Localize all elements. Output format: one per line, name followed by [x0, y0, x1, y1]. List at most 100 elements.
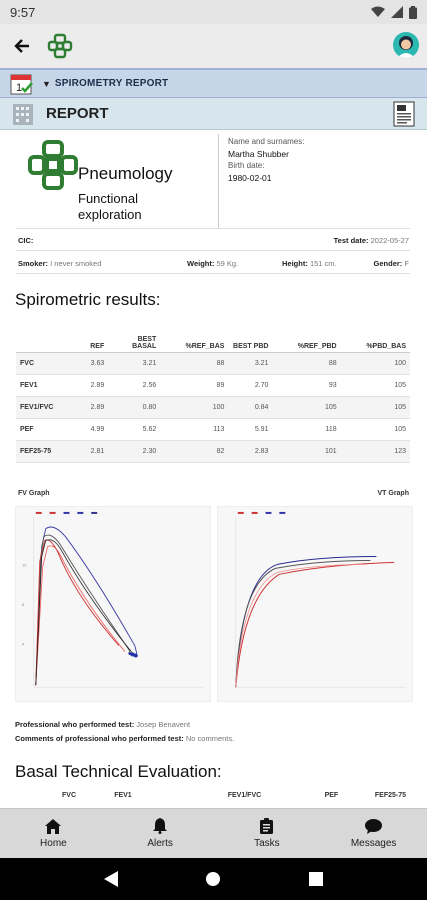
- table-cell: FEV1: [16, 374, 77, 397]
- table-cell: 89: [160, 374, 229, 397]
- table-cell: 88: [160, 352, 229, 375]
- patient-name-value: Martha Shubber: [228, 149, 289, 159]
- nav-home[interactable]: Home: [0, 809, 107, 858]
- report-content[interactable]: Pneumology Functional exploration Name a…: [0, 130, 427, 808]
- height-field: Height: 151 cm.: [282, 259, 337, 268]
- table-cell: 2.89: [76, 374, 109, 397]
- column-header: BEST BASAL: [108, 320, 161, 353]
- test-date-label: Test date:: [333, 236, 369, 245]
- table-cell: 113: [160, 418, 229, 441]
- smoker-value: I never smoked: [50, 259, 102, 268]
- gender-field: Gender: F: [374, 259, 409, 268]
- vt-graph: [217, 506, 413, 702]
- arrow-left-icon: [14, 39, 29, 53]
- table-cell: 2.89: [76, 396, 109, 419]
- column-header: FEV1: [114, 792, 132, 799]
- system-home-icon[interactable]: [206, 872, 221, 886]
- patient-info: Name and surnames: Martha Shubber Birth …: [228, 136, 304, 184]
- svg-text:12: 12: [22, 562, 26, 567]
- spirometric-heading: Spirometric results:: [15, 290, 161, 309]
- cic-label: CIC:: [18, 236, 34, 245]
- user-avatar[interactable]: [393, 32, 419, 58]
- spirometric-table: REF BEST BASAL %REF_BAS BEST PBD %REF_PB…: [16, 320, 410, 463]
- nav-alerts-label: Alerts: [147, 838, 173, 849]
- table-cell: 3.21: [228, 352, 273, 375]
- back-button[interactable]: [8, 32, 36, 60]
- professional-performed-label: Professional who performed test:: [15, 720, 135, 729]
- system-recents-icon[interactable]: [308, 872, 323, 886]
- column-header: REF: [76, 320, 109, 353]
- report-title: REPORT: [46, 105, 109, 122]
- user-avatar-icon: [397, 36, 415, 58]
- column-header: %REF_PBD: [272, 320, 341, 353]
- table-cell: 4.99: [76, 418, 109, 441]
- patient-birth-value: 1980-02-01: [228, 173, 272, 183]
- table-cell: FEF25-75: [16, 440, 77, 463]
- professional-comments: Comments of professional who performed t…: [15, 734, 234, 743]
- nav-messages-label: Messages: [350, 837, 397, 849]
- nav-tasks[interactable]: Tasks: [214, 809, 321, 858]
- nav-messages[interactable]: Messages: [320, 809, 427, 858]
- height-label: Height:: [282, 259, 308, 268]
- table-cell: 105: [340, 396, 410, 419]
- table-cell: FEV1/FVC: [16, 396, 77, 419]
- divider: [218, 134, 219, 228]
- system-back-icon[interactable]: [104, 871, 119, 887]
- test-date-value: 2022-05-27: [370, 236, 409, 245]
- table-cell: 88: [272, 352, 341, 375]
- table-cell: 5.62: [108, 418, 161, 441]
- table-cell: 3.63: [76, 352, 109, 375]
- app-bar: [0, 24, 427, 68]
- smoker-field: Smoker: I never smoked: [18, 259, 101, 268]
- report-header: REPORT: [0, 98, 427, 130]
- gender-value: F: [404, 259, 409, 268]
- section-header[interactable]: 1 ▼ SPIROMETRY REPORT: [0, 68, 427, 98]
- bell-icon: [153, 818, 168, 834]
- brand-subtitle-line2: exploration: [78, 207, 142, 222]
- table-row: PEF 4.99 5.62 113 5.91 118 105: [16, 418, 410, 441]
- table-cell: 93: [272, 374, 341, 397]
- column-header: FEV1/FVC: [227, 792, 262, 799]
- document-icon[interactable]: [393, 101, 415, 127]
- column-header: %REF_BAS: [160, 320, 229, 353]
- table-cell: 100: [160, 396, 229, 419]
- svg-text:1: 1: [16, 82, 22, 94]
- professional-comments-label: Comments of professional who performed t…: [15, 734, 184, 743]
- column-header: FEF25-75: [374, 792, 406, 799]
- table-cell: 2.56: [108, 374, 161, 397]
- section-title: SPIROMETRY REPORT: [54, 78, 169, 89]
- svg-text:8: 8: [22, 602, 25, 607]
- table-cell: 2.81: [76, 440, 109, 463]
- table-cell: 105: [340, 418, 410, 441]
- brand-name: Pneumology: [78, 164, 173, 183]
- gender-label: Gender:: [373, 259, 403, 268]
- table-cell: 105: [340, 374, 410, 397]
- table-header-row: FVC FEV1 FEV1/FVC PEF FEF25-75: [16, 790, 410, 801]
- calendar-check-icon: 1: [10, 74, 33, 94]
- test-date-field: Test date: 2022-05-27: [334, 236, 409, 245]
- divider: [16, 273, 410, 274]
- table-cell: 0.84: [228, 396, 273, 419]
- table-cell: FVC: [16, 352, 77, 375]
- table-cell: 2.30: [108, 440, 161, 463]
- status-icons: [371, 5, 417, 19]
- pneumology-logo-icon: [28, 140, 78, 190]
- cic-field: CIC:: [18, 236, 33, 245]
- column-header: FVC: [62, 792, 76, 799]
- table-row: FEV1 2.89 2.56 89 2.70 93 105: [16, 374, 410, 397]
- patient-birth-label: Birth date:: [228, 161, 265, 170]
- column-header: PEF: [324, 792, 339, 799]
- status-bar: 9:57: [0, 0, 427, 24]
- chat-bubble-icon: [365, 818, 383, 834]
- smoker-label: Smoker:: [18, 259, 49, 268]
- table-row: FEF25-75 2.81 2.30 82 2.83 101 123: [16, 440, 410, 463]
- table-cell: 118: [272, 418, 341, 441]
- patient-name-label: Name and surnames:: [228, 137, 305, 146]
- table-cell: PEF: [16, 418, 77, 441]
- divider: [16, 228, 410, 229]
- system-navigation-bar: [0, 858, 427, 900]
- nav-alerts[interactable]: Alerts: [107, 809, 214, 858]
- basal-heading: Basal Technical Evaluation:: [15, 762, 222, 781]
- divider: [16, 250, 410, 251]
- table-cell: 82: [160, 440, 229, 463]
